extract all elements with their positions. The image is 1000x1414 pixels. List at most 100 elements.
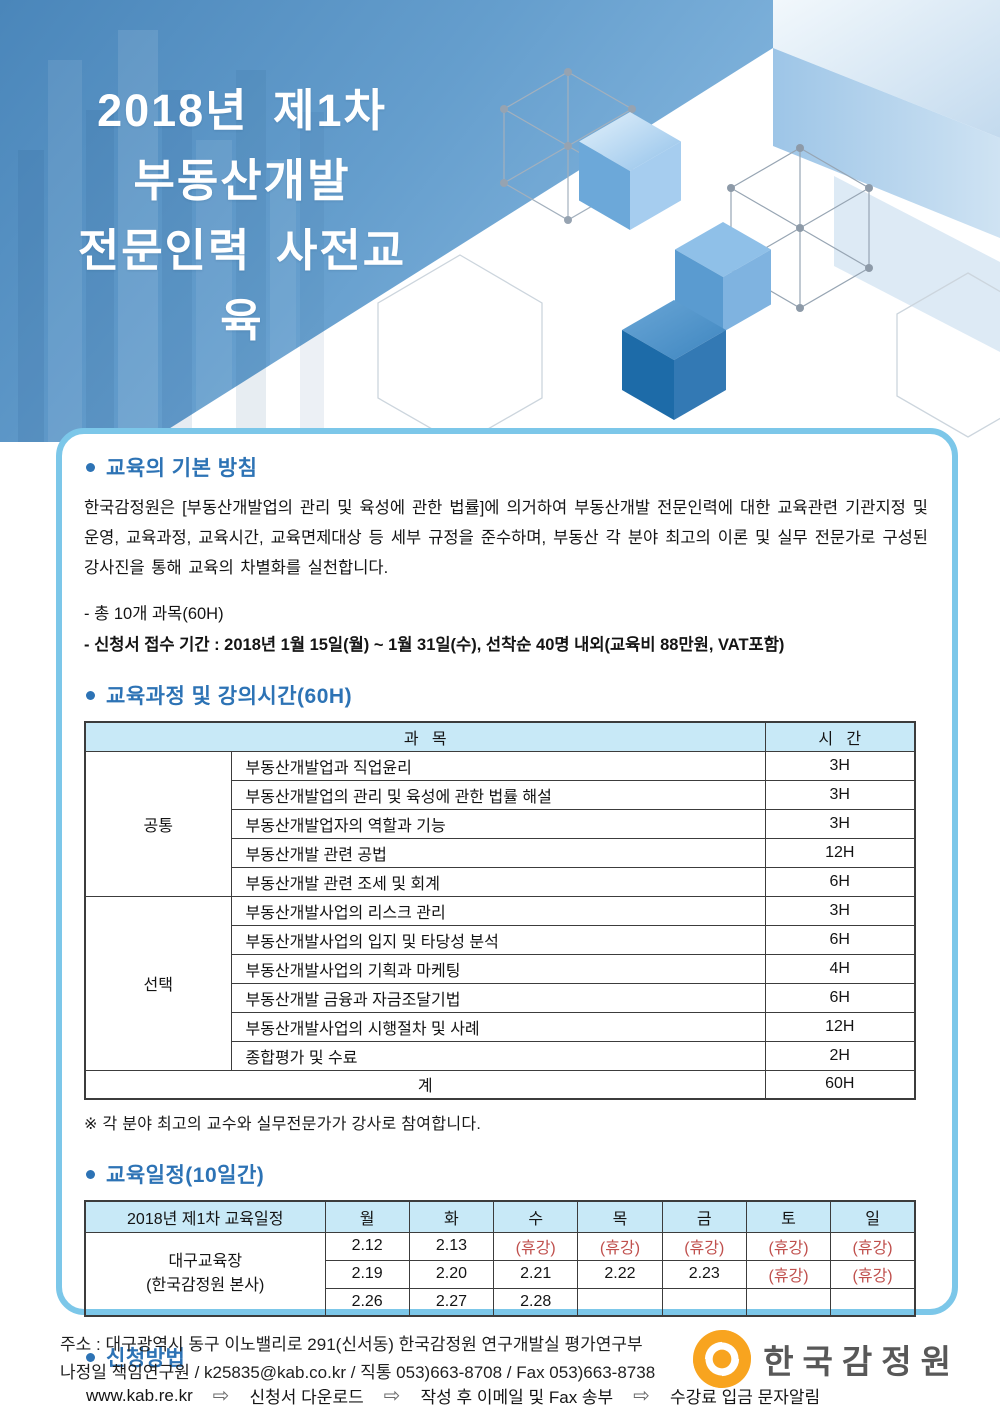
light-band-2 [834,176,1000,352]
date-cell: (휴강) [830,1259,916,1289]
date-cell: 2.23 [661,1259,747,1289]
subject-cell: 부동산개발업의 관리 및 육성에 관한 법률 해설 [230,779,766,810]
schedule-corner-header: 2018년 제1차 교육일정 [84,1200,326,1233]
date-cell: (휴강) [830,1231,916,1261]
apply-step-download: 신청서 다운로드 [249,1388,364,1408]
apply-step-website: www.kab.re.kr [86,1385,193,1405]
date-cell: 2.27 [408,1287,495,1317]
total-hours-cell: 60H [764,1069,916,1100]
hours-cell: 3H [764,779,916,810]
group-cell-common: 공통 [84,750,232,897]
subject-cell: 부동산개발 관련 공법 [230,837,766,868]
city-skyline [18,30,324,442]
section-heading-curriculum: 교육과정 및 강의시간(60H) [84,680,928,710]
hexagon-outlines [377,254,1000,442]
day-header: 목 [577,1200,663,1233]
hours-cell: 12H [764,1011,916,1042]
schedule-table: 2018년 제1차 교육일정 월 화 수 목 금 토 일 대구교육장 (한국감정… [84,1200,916,1318]
curriculum-table: 과 목 시 간 공통 부동산개발업과 직업윤리 3H 부동산개발업의 관리 및 … [84,721,916,1101]
location-cell: 대구교육장 (한국감정원 본사) [84,1231,326,1317]
content-box: 교육의 기본 방침 한국감정원은 [부동산개발업의 관리 및 육성에 관한 법률… [56,428,958,1407]
day-header: 금 [661,1200,747,1233]
date-cell: 2.19 [324,1259,410,1289]
arrow-right-icon: ⇨ [383,1385,401,1408]
bullet-icon [86,1352,95,1362]
section-heading-label: 교육의 기본 방침 [106,457,258,480]
section-heading-policy: 교육의 기본 방침 [84,452,928,482]
hours-cell: 6H [764,982,916,1013]
date-cell: (휴강) [745,1231,832,1261]
date-cell: (휴강) [577,1231,663,1261]
table-row: 선택 부동산개발사업의 리스크 관리 3H [84,895,916,1071]
day-header: 월 [324,1200,410,1233]
hours-cell: 12H [764,837,916,868]
section-heading-schedule: 교육일정(10일간) [84,1159,928,1189]
hours-cell: 3H [764,895,916,926]
table-row: 부동산개발사업의 기획과 마케팅 4H [85,953,916,984]
subject-cell: 부동산개발 금융과 자금조달기법 [230,982,766,1013]
hours-cell: 4H [764,953,916,984]
footer-address: 주소 : 대구광역시 동구 이노밸리로 291(신서동) 한국감정원 연구개발실… [60,1335,643,1355]
corner-facet [773,0,1000,138]
policy-paragraph: 한국감정원은 [부동산개발업의 관리 및 육성에 관한 법률]에 의거하여 부동… [84,499,928,578]
subject-cell: 부동산개발업과 직업윤리 [230,750,766,781]
date-cell: (휴강) [661,1231,747,1261]
date-cell: 2.22 [577,1259,663,1289]
subject-cell: 부동산개발사업의 시행절차 및 사례 [230,1011,766,1042]
hours-cell: 6H [764,924,916,955]
date-cell [577,1287,663,1317]
apply-step-send: 작성 후 이메일 및 Fax 송부 [420,1388,614,1408]
date-cell: 2.13 [408,1231,495,1261]
header-decoration [0,0,1000,442]
table-row: 2.26 2.27 2.28 [85,1287,916,1317]
header-blue-field [0,0,773,442]
date-cell: 2.21 [493,1259,579,1289]
table-total-row: 계 60H [84,1069,916,1100]
apply-step-notify: 수강료 입금 문자알림 [669,1388,821,1408]
day-header: 토 [745,1200,832,1233]
section-heading-apply: 신청방법 [84,1342,928,1372]
date-cell [830,1287,916,1317]
date-cell [745,1287,832,1317]
bullet-icon [86,462,95,472]
total-label-cell: 계 [84,1069,766,1100]
kab-logo-text: 한국감정원 [763,1343,960,1380]
page-title-line: 전문인력 사전교육 [77,225,407,346]
hours-cell: 3H [764,808,916,839]
bullet-icon [86,1169,95,1179]
date-cell: (휴강) [745,1259,832,1289]
subject-cell: 부동산개발사업의 기획과 마케팅 [230,953,766,984]
column-header-hours: 시 간 [764,721,916,752]
table-row: 대구교육장 (한국감정원 본사) 2.12 2.13 (휴강) (휴강) (휴강… [84,1231,916,1317]
column-header-subject: 과 목 [84,721,766,752]
subject-cell: 부동산개발사업의 입지 및 타당성 분석 [230,924,766,955]
apply-flow: www.kab.re.kr ⇨ 신청서 다운로드 ⇨ 작성 후 이메일 및 Fa… [84,1383,928,1408]
policy-line-subjects: - 총 10개 과목(60H) [84,605,224,624]
page-title: 2018년 제1차 부동산개발 전문인력 사전교육 [58,76,426,356]
page-title-line: 2018년 제1차 [97,85,387,136]
table-row: 부동산개발 관련 조세 및 회계 6H [85,866,916,897]
group-cell-elective: 선택 [84,895,232,1071]
date-cell: 2.28 [493,1287,579,1317]
subject-cell: 부동산개발 관련 조세 및 회계 [230,866,766,897]
date-cell: 2.20 [408,1259,495,1289]
table-row: 2.19 2.20 2.21 2.22 2.23 (휴강) (휴강) [85,1259,916,1289]
subject-cell: 종합평가 및 수료 [230,1040,766,1071]
curriculum-note: ※ 각 분야 최고의 교수와 실무전문가가 강사로 참여합니다. [84,1116,482,1134]
hours-cell: 2H [764,1040,916,1071]
table-header-row: 2018년 제1차 교육일정 월 화 수 목 금 토 일 [84,1200,916,1233]
table-row: 부동산개발 관련 공법 12H [85,837,916,868]
table-row: 부동산개발사업의 시행절차 및 사례 12H [85,1011,916,1042]
kab-logo-icon [693,1330,752,1388]
table-row: 공통 부동산개발업과 직업윤리 3H [84,750,916,897]
date-cell: (휴강) [493,1231,579,1261]
day-header: 화 [408,1200,495,1233]
hours-cell: 3H [764,750,916,781]
solid-cube-dark [622,300,726,420]
bullet-icon [86,690,95,700]
page-title-line: 부동산개발 [133,155,351,206]
footer-contact: 나정일 책임연구원 / k25835@kab.co.kr / 직통 053)66… [60,1363,656,1382]
table-row: 부동산개발 금융과 자금조달기법 6H [85,982,916,1013]
location-detail: (한국감정원 본사) [146,1276,265,1294]
table-row: 부동산개발사업의 입지 및 타당성 분석 6H [85,924,916,955]
